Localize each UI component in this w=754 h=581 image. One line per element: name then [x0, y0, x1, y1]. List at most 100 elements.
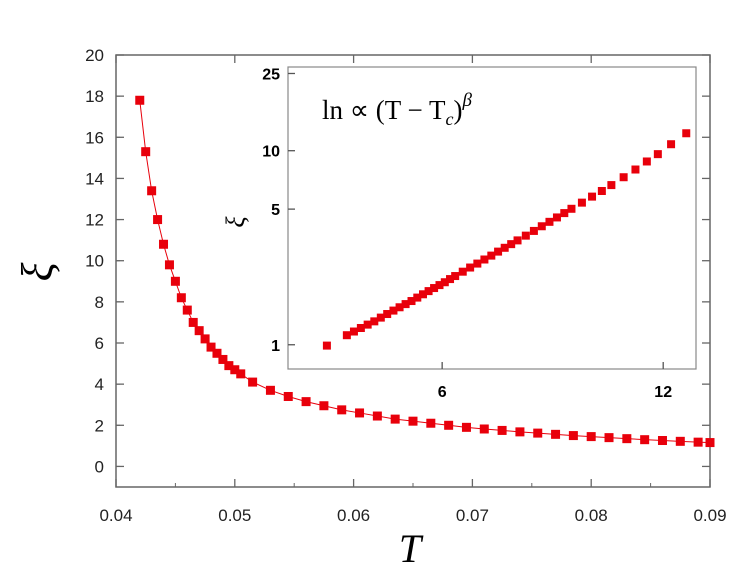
main-data-point [236, 369, 246, 379]
main-data-point [568, 431, 578, 441]
inset-y-tick-label: 10 [262, 144, 280, 161]
inset-data-point [642, 157, 651, 166]
main-data-point [248, 377, 258, 387]
inset-data-point [356, 323, 365, 332]
inset-data-point [588, 192, 597, 201]
main-data-point [337, 405, 347, 415]
inset-data-point [507, 240, 516, 249]
main-x-tick-label: 0.07 [456, 506, 489, 525]
main-data-point [176, 293, 186, 303]
main-data-point [135, 95, 145, 105]
main-data-point [515, 427, 525, 437]
main-x-tick-label: 0.09 [693, 506, 726, 525]
inset-data-point [322, 341, 331, 350]
inset-data-point [577, 198, 586, 207]
inset-data-point [529, 226, 538, 235]
inset-data-point [567, 204, 576, 213]
main-data-point [147, 186, 157, 196]
main-data-point [693, 437, 703, 447]
inset-data-point [424, 287, 433, 296]
inset-data-point [552, 213, 561, 222]
main-y-tick-label: 6 [95, 334, 104, 353]
inset-plot-frame [287, 66, 697, 370]
inset-x-tick-label: 6 [438, 384, 447, 401]
main-y-axis-title: ξ [13, 262, 62, 281]
main-data-point [408, 416, 418, 426]
main-series [135, 95, 715, 448]
main-data-point [182, 305, 192, 315]
inset-data-point [653, 150, 662, 159]
inset-data-point [446, 275, 455, 284]
main-y-tick-label: 8 [95, 293, 104, 312]
inset-annotation-superscript: β [462, 90, 473, 111]
inset-background [288, 67, 696, 369]
main-y-tick-label: 20 [85, 46, 104, 65]
main-data-point [319, 401, 329, 411]
main-data-point [444, 420, 454, 430]
main-data-point [164, 260, 174, 270]
inset-data-point [363, 320, 372, 329]
inset-data-point [458, 267, 467, 276]
main-y-tick-label: 16 [85, 128, 104, 147]
inset-data-point [521, 231, 530, 240]
inset-data-point [619, 173, 628, 182]
inset-data-point [418, 290, 427, 299]
inset-x-tick-labels: 6 12 [438, 384, 672, 401]
main-x-tick-label: 0.08 [575, 506, 608, 525]
inset-y-tick-labels: 1 5 10 25 [262, 66, 280, 354]
inset-data-point [473, 259, 482, 268]
main-data-point [159, 239, 169, 249]
main-data-point [188, 317, 198, 327]
main-x-tick-label: 0.06 [337, 506, 370, 525]
inset-y-tick-label: 5 [271, 202, 280, 219]
main-x-tick-label: 0.04 [99, 506, 132, 525]
main-x-tick-label: 0.05 [218, 506, 251, 525]
inset-y-tick-label: 1 [271, 338, 280, 355]
inset-data-point [395, 303, 404, 312]
main-data-point [230, 365, 240, 375]
main-data-point [372, 411, 382, 421]
inset-data-point [407, 297, 416, 306]
main-x-axis-title: T [399, 526, 424, 571]
main-data-point [283, 391, 293, 401]
main-data-point [622, 434, 632, 444]
main-data-point [390, 414, 400, 424]
inset-data-point [370, 317, 379, 326]
main-y-tick-label: 0 [95, 457, 104, 476]
inset-annotation-subscript: c [446, 109, 454, 129]
inset-data-point [537, 222, 546, 231]
inset-data-point [466, 263, 475, 272]
inset-annotation: ln ∝ (T − Tc)β [322, 90, 473, 129]
main-x-tick-labels: 0.04 0.05 0.06 0.07 0.08 0.09 [99, 506, 726, 525]
inset-data-point [383, 310, 392, 319]
inset-annotation-close: ) [454, 95, 463, 125]
inset-data-point [607, 181, 616, 190]
main-data-point [212, 348, 222, 358]
inset-data-point [430, 284, 439, 293]
inset-data-point [389, 306, 398, 315]
inset-data-point [560, 209, 569, 218]
inset-axis-ticks [288, 72, 664, 369]
main-y-tick-label: 12 [85, 211, 104, 230]
inset-data-point [342, 331, 351, 340]
main-data-point [153, 215, 163, 225]
inset-data-point [494, 247, 503, 256]
main-data-point [479, 424, 489, 434]
main-data-point [604, 433, 614, 443]
main-y-tick-label: 18 [85, 87, 104, 106]
inset-data-point [500, 243, 509, 252]
main-data-point [265, 385, 275, 395]
inset-data-point [480, 255, 489, 264]
main-data-point [194, 326, 204, 336]
main-data-point [141, 147, 151, 157]
inset-data-point [376, 313, 385, 322]
inset-series [322, 129, 691, 350]
inset-data-point [513, 236, 522, 245]
inset-data-point [349, 327, 358, 336]
inset-data-point [682, 129, 691, 138]
inset-data-point [667, 140, 676, 149]
main-data-point [426, 418, 436, 428]
main-y-tick-label: 14 [85, 169, 104, 188]
main-data-point [200, 334, 210, 344]
